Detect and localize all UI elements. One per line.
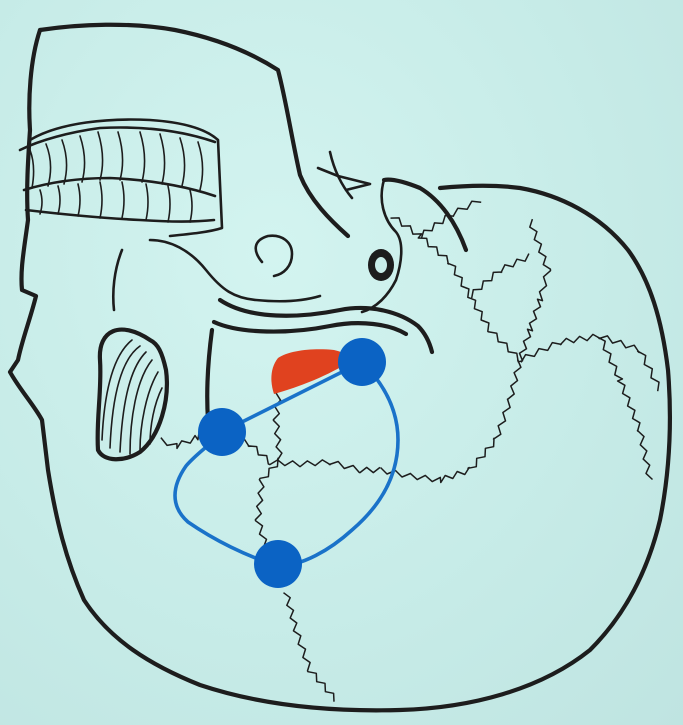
teeth — [18, 126, 217, 223]
cranial-sutures — [160, 200, 660, 702]
suture-line — [597, 336, 654, 481]
landmark-dot-lower[interactable] — [254, 540, 302, 588]
landmarks — [198, 338, 386, 588]
suture-line — [390, 217, 552, 363]
suture-line — [254, 379, 283, 561]
suture-line — [379, 359, 522, 484]
suture-line — [420, 200, 482, 239]
suture-line — [520, 333, 660, 392]
skull-outline — [7, 22, 673, 713]
orbit-hatching — [95, 327, 169, 462]
suture-line — [283, 592, 335, 702]
landmark-dot-upper[interactable] — [338, 338, 386, 386]
suture-line — [220, 431, 381, 474]
suture-line — [470, 253, 530, 299]
red-wedge — [271, 349, 347, 394]
landmark-dot-left[interactable] — [198, 408, 246, 456]
